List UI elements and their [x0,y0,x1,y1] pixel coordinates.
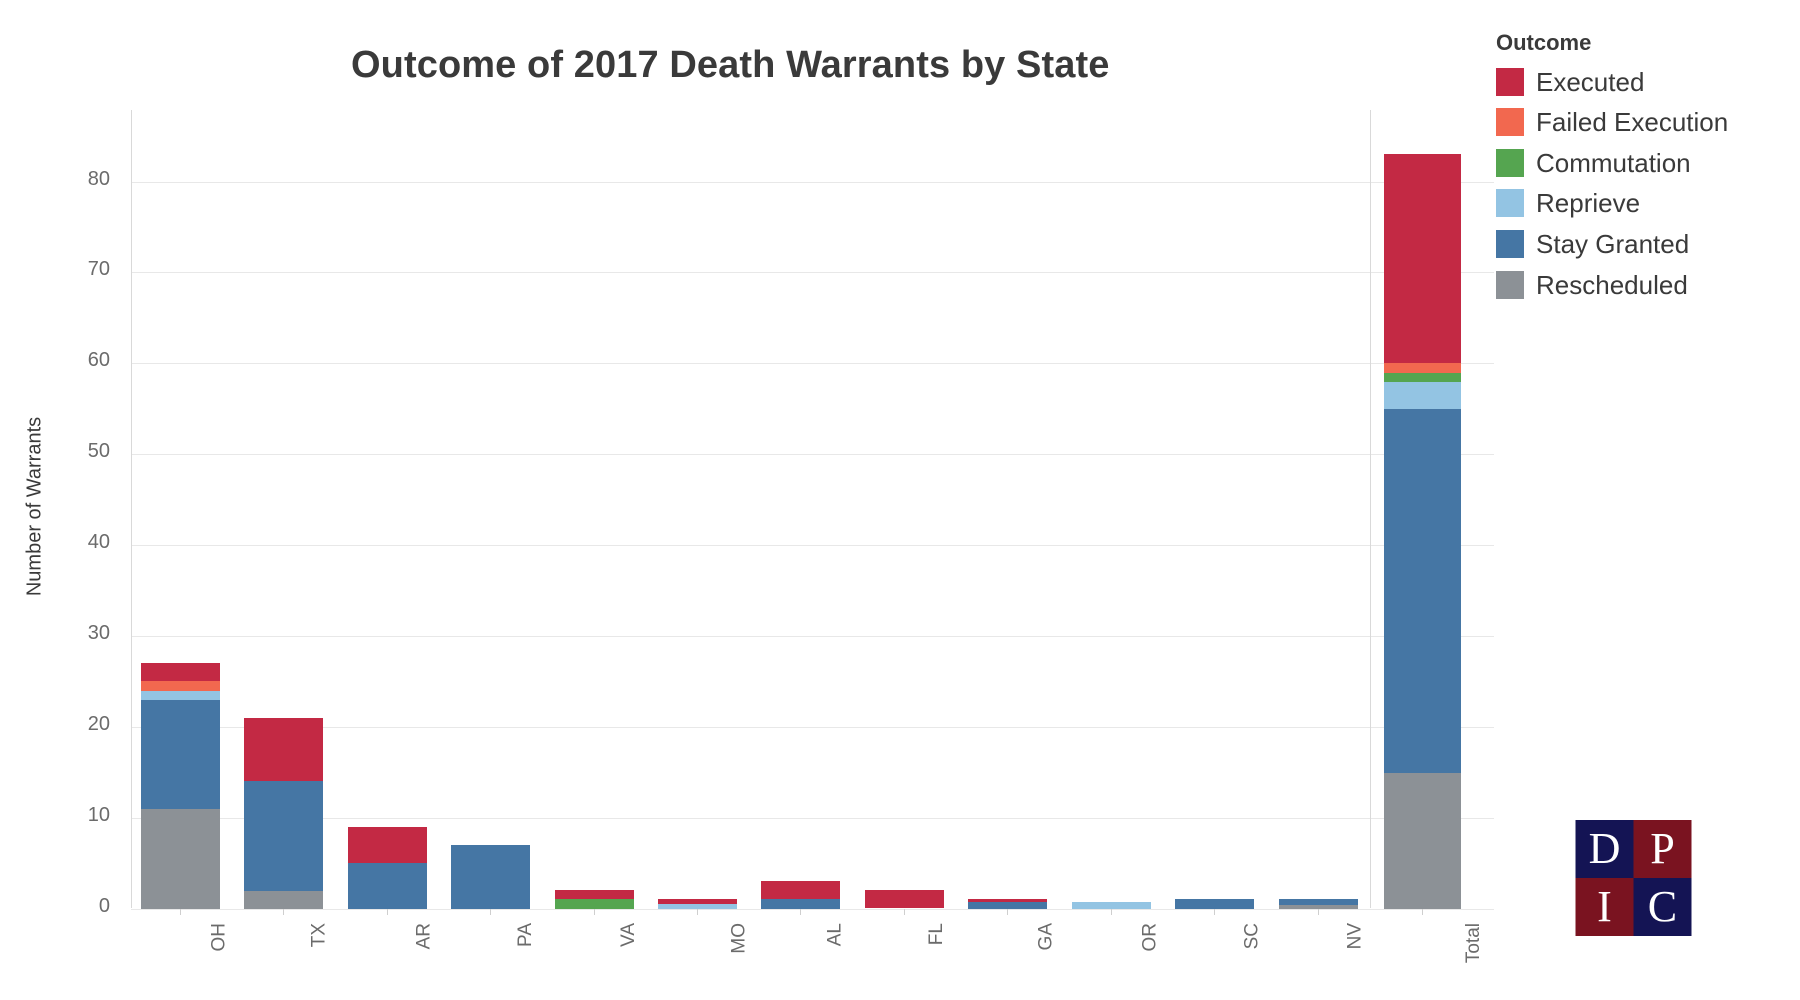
svg-text:P: P [1650,824,1675,873]
svg-text:I: I [1597,882,1612,931]
svg-text:D: D [1589,824,1621,873]
svg-text:C: C [1648,882,1677,931]
